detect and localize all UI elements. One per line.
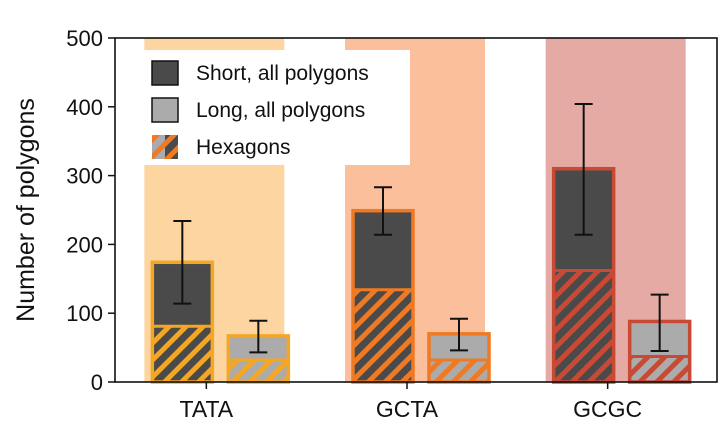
error-bars	[173, 103, 669, 354]
y-tick-label-500: 500	[66, 26, 103, 51]
legend-swatch-short	[151, 60, 179, 86]
x-axis: TATA GCTA GCGC	[179, 382, 642, 422]
y-tick-label-0: 0	[91, 370, 103, 395]
x-tick-label-gcgc: GCGC	[573, 396, 642, 422]
hexagon-bar-long-tata	[228, 359, 289, 382]
x-tick-label-tata: TATA	[179, 396, 233, 422]
y-tick-label-300: 300	[66, 164, 103, 189]
hexagon-bar-short-gcta	[353, 289, 413, 382]
legend-label-long: Long, all polygons	[196, 99, 365, 122]
hexagon-bar-long-gcgc	[629, 356, 690, 382]
y-axis-label: Number of polygons	[12, 98, 40, 322]
y-tick-label-200: 200	[66, 232, 103, 257]
legend-box	[138, 50, 410, 165]
x-tick-label-gcta: GCTA	[376, 396, 439, 422]
legend: Short, all polygons Long, all polygons H…	[138, 50, 410, 165]
hexagon-bar-short-gcgc	[553, 270, 614, 382]
legend-label-hexagons: Hexagons	[196, 136, 291, 159]
y-tick-label-100: 100	[66, 301, 103, 326]
hexagon-bar-short-tata	[152, 326, 213, 382]
plot-frame	[114, 37, 718, 383]
y-tick-label-400: 400	[66, 95, 103, 120]
legend-swatch-hexagons	[152, 135, 178, 159]
hexagon-bar-long-gcta	[429, 359, 489, 382]
y-axis: 0 100 200 300 400 500	[66, 26, 115, 395]
legend-label-short: Short, all polygons	[196, 62, 369, 85]
legend-swatch-long	[151, 97, 179, 123]
